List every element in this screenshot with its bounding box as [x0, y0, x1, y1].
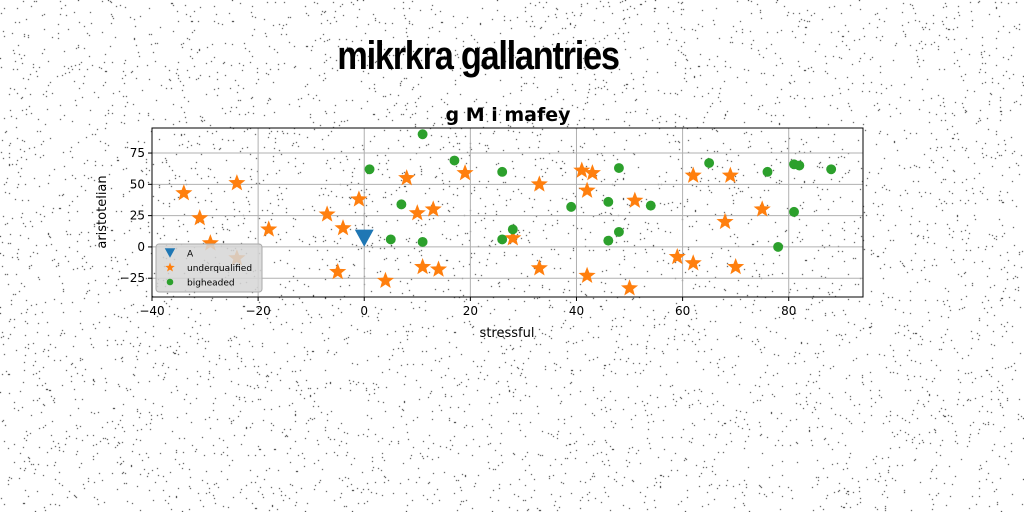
point-underqualified: [626, 191, 644, 208]
point-bigheaded: [762, 166, 773, 177]
legend-marker-bigheaded: [166, 278, 174, 286]
point-bigheaded: [613, 226, 624, 237]
point-bigheaded: [417, 129, 428, 140]
point-bigheaded: [603, 235, 614, 246]
x-tick-label: 0: [360, 304, 368, 318]
point-bigheaded: [613, 163, 624, 174]
series-underqualified: [175, 161, 771, 296]
point-bigheaded: [826, 164, 837, 175]
point-underqualified: [329, 262, 347, 280]
point-underqualified: [350, 190, 368, 207]
x-tick-label: −40: [139, 304, 164, 318]
point-underqualified: [175, 184, 193, 201]
point-underqualified: [456, 164, 474, 181]
point-bigheaded: [507, 224, 518, 235]
point-underqualified: [721, 166, 739, 183]
point-bigheaded: [385, 234, 396, 245]
point-bigheaded: [497, 166, 508, 177]
legend-label-a: A: [187, 250, 194, 260]
point-bigheaded: [645, 200, 656, 211]
point-underqualified: [583, 164, 601, 181]
point-underqualified: [228, 174, 246, 191]
point-underqualified: [578, 181, 596, 198]
x-tick-label: −20: [245, 304, 270, 318]
point-underqualified: [318, 205, 336, 222]
point-underqualified: [620, 279, 639, 296]
point-underqualified: [504, 229, 522, 246]
point-bigheaded: [364, 164, 375, 175]
point-bigheaded: [566, 201, 577, 212]
legend-label-underqualified: underqualified: [187, 264, 252, 274]
legend-label-bigheaded: bigheaded: [187, 279, 235, 289]
axis-ticks: −40 −20 0 20 40 60 80 −25 0 25 50 75: [120, 146, 797, 318]
point-underqualified: [424, 200, 442, 217]
point-bigheaded: [603, 196, 614, 207]
point-bigheaded: [704, 158, 715, 169]
legend-box: [155, 243, 263, 293]
series-bigheaded: [364, 129, 837, 252]
plot-frame: [151, 127, 864, 298]
point-underqualified: [408, 204, 426, 221]
series-a: [354, 229, 374, 247]
point-bigheaded: [497, 234, 508, 245]
y-tick-label: 50: [130, 177, 145, 191]
point-underqualified: [684, 254, 702, 271]
point-bigheaded: [789, 206, 799, 217]
point-bigheaded: [449, 155, 460, 166]
point-underqualified: [530, 175, 548, 192]
y-tick-label: 0: [137, 240, 145, 254]
x-tick-label: 20: [463, 304, 478, 318]
point-underqualified: [376, 271, 395, 289]
x-axis-label: stressful: [480, 326, 535, 341]
point-underqualified: [668, 247, 686, 265]
point-bigheaded: [396, 199, 407, 210]
x-tick-label: 60: [675, 304, 690, 318]
headline: mikrkra gallantries: [337, 34, 620, 78]
legend-marker-a: [164, 248, 176, 258]
point-a: [354, 229, 374, 247]
point-underqualified: [716, 212, 734, 230]
point-bigheaded: [794, 160, 805, 171]
point-underqualified: [260, 220, 278, 237]
grid-lines: [151, 128, 863, 297]
point-underqualified: [201, 234, 219, 251]
data-points: [175, 129, 837, 296]
y-axis-label: aristotelian: [95, 175, 110, 248]
point-underqualified: [684, 166, 702, 183]
y-tick-label: 75: [130, 146, 145, 160]
point-underqualified: [334, 219, 352, 236]
point-bigheaded: [417, 236, 428, 247]
point-underqualified: [530, 259, 548, 276]
point-underqualified: [578, 266, 596, 283]
point-underqualified: [429, 260, 448, 277]
legend-marker-underqualified: [165, 262, 175, 272]
x-tick-label: 80: [781, 304, 796, 318]
x-tick-label: 40: [569, 304, 584, 318]
point-underqualified: [191, 209, 209, 226]
chart-title: g M i mafey: [445, 104, 571, 126]
point-bigheaded: [773, 241, 784, 252]
y-tick-label: −25: [120, 271, 145, 285]
point-underqualified: [414, 257, 432, 275]
y-tick-label: 25: [130, 209, 145, 223]
point-underqualified: [573, 161, 591, 178]
point-underqualified: [727, 257, 745, 275]
point-underqualified: [753, 200, 771, 217]
point-underqualified: [398, 169, 416, 186]
